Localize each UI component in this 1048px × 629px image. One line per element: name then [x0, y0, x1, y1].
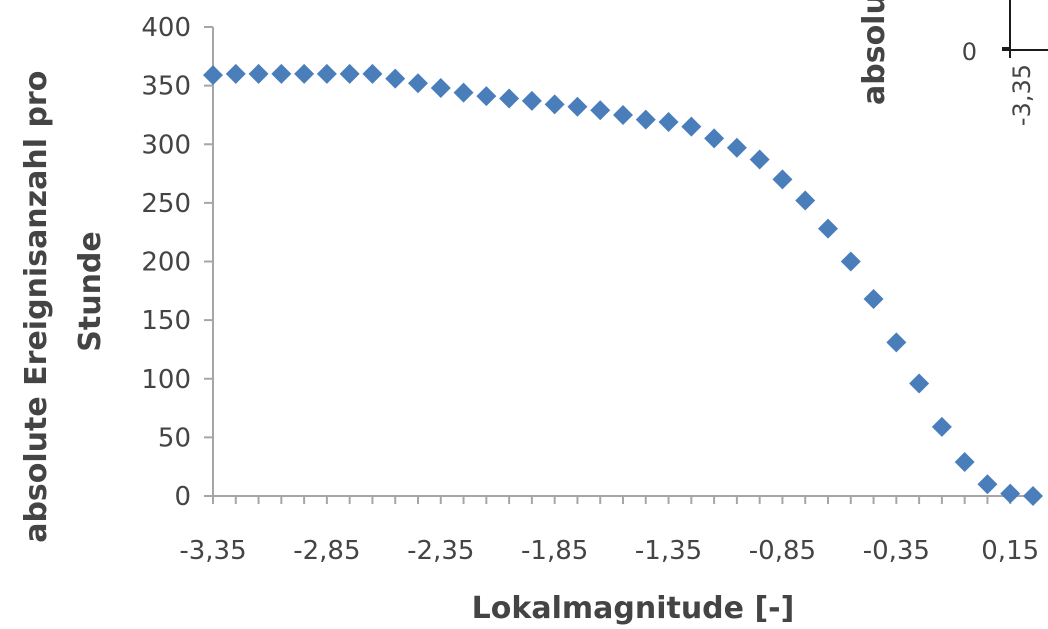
data-point [316, 63, 337, 84]
data-point [544, 94, 565, 115]
data-point [863, 289, 884, 310]
data-point [613, 104, 633, 125]
main-plot: 0 50 100 150 200 250 300 350 400 -3,35 -2,85 -2,35… [19, 13, 1043, 626]
data-point [430, 77, 451, 98]
data-point [954, 451, 975, 472]
data-points [203, 63, 1043, 506]
y-axis-title-line-1: absolute Ereignisanzahl pro [19, 71, 54, 543]
data-point [521, 90, 542, 111]
data-point [294, 63, 315, 84]
data-point [385, 68, 406, 89]
data-point [590, 100, 611, 121]
data-point [1000, 483, 1021, 504]
x-tick-label: -1,35 [635, 536, 702, 566]
x-axis-title: Lokalmagnitude [-] [472, 591, 795, 626]
x-tick-label: -0,85 [749, 536, 816, 566]
data-point [203, 65, 223, 86]
y-tick-label: 300 [141, 130, 191, 160]
data-point [362, 63, 383, 84]
partial-chart-y-tick-label: 0 [962, 38, 977, 66]
y-tick-label: 200 [141, 248, 191, 278]
data-point [499, 88, 520, 109]
data-point [339, 63, 360, 84]
data-point [635, 109, 656, 130]
data-point [567, 96, 588, 117]
data-point [840, 251, 861, 272]
tick-marks [204, 26, 1034, 504]
y-tick-label: 100 [141, 365, 191, 395]
data-point [225, 63, 246, 84]
y-tick-label: 150 [141, 306, 191, 336]
data-point [704, 128, 725, 149]
y-tick-label: 400 [141, 13, 191, 43]
data-point [408, 73, 428, 94]
data-point [772, 169, 793, 190]
x-tick-label: -2,85 [293, 536, 360, 566]
data-point [248, 63, 269, 84]
y-tick-labels: 0 50 100 150 200 250 300 350 400 [141, 13, 191, 512]
data-point [726, 137, 747, 158]
data-point [931, 416, 952, 437]
y-tick-label: 350 [141, 72, 191, 102]
y-tick-label: 0 [174, 482, 191, 512]
x-tick-labels: -3,35 -2,85 -2,35 -1,85 -1,35 -0,85 -0,35 0,15 [179, 536, 1039, 566]
y-tick-label: 50 [158, 423, 191, 453]
y-tick-label: 250 [141, 189, 191, 219]
data-point [476, 86, 497, 107]
x-tick-label: -3,35 [179, 536, 246, 566]
x-tick-label: -2,35 [407, 536, 474, 566]
data-point [795, 190, 816, 211]
partial-chart-y-axis-title: absolu [857, 0, 892, 105]
data-point [658, 111, 679, 132]
x-tick-label: -1,85 [521, 536, 588, 566]
x-tick-label: -0,35 [863, 536, 930, 566]
data-point [271, 63, 292, 84]
y-axis-title: absolute Ereignisanzahl pro Stunde [19, 60, 108, 543]
x-tick-label: 0,15 [981, 536, 1039, 566]
data-point [749, 149, 770, 170]
data-point [909, 373, 930, 394]
data-point [453, 82, 474, 103]
data-point [681, 116, 702, 137]
partial-second-chart: absolu 0 -3,35 [857, 0, 1048, 126]
data-point [818, 218, 838, 239]
data-point [1023, 486, 1043, 506]
y-axis-title-line-2: Stunde [73, 231, 108, 351]
partial-chart-x-tick-label: -3,35 [1008, 64, 1036, 126]
data-point [977, 474, 998, 495]
data-point [886, 332, 907, 353]
